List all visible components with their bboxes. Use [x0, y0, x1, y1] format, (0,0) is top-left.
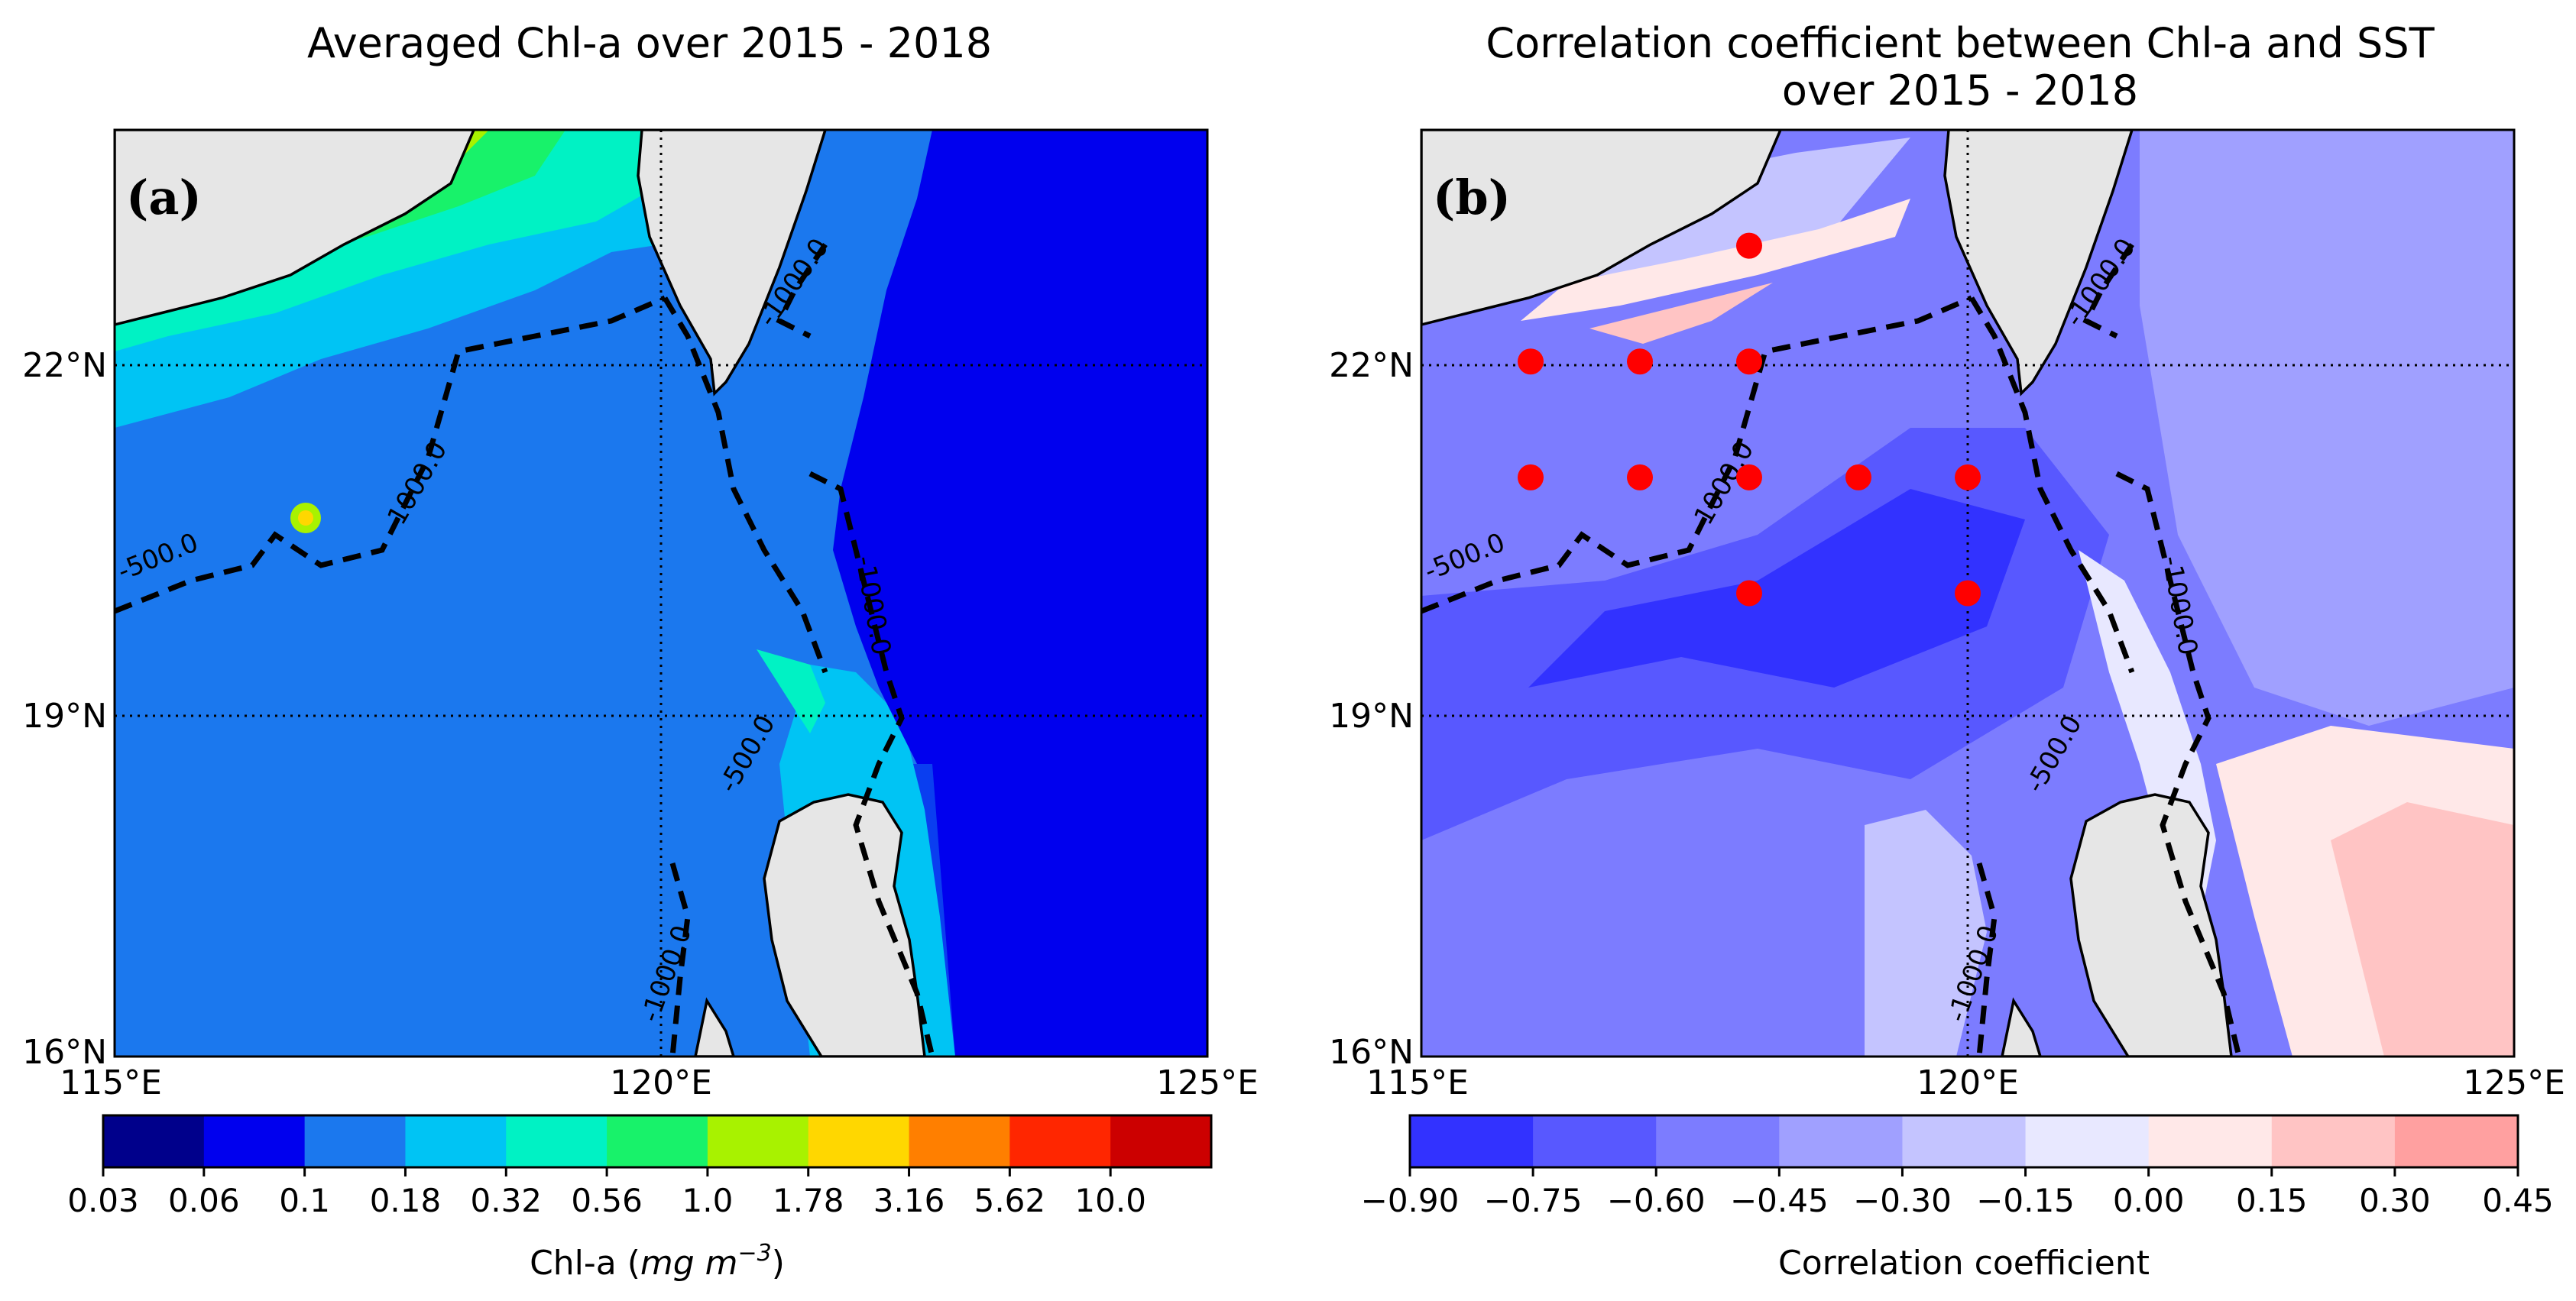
colorbar-segment	[1656, 1115, 1780, 1167]
colorbar-a-frame	[102, 1114, 1213, 1169]
station-markers	[1518, 232, 1981, 607]
colorbar-tick-label: 0.30	[2359, 1182, 2431, 1219]
colorbar-tick-label: 0.45	[2482, 1182, 2554, 1219]
station-marker	[1955, 464, 1981, 490]
colorbar-tick-label: −0.90	[1361, 1182, 1460, 1219]
station-marker	[1518, 348, 1544, 375]
colorbar-segment	[304, 1115, 406, 1167]
station-marker	[1518, 464, 1544, 490]
colorbar-tick-label: 0.00	[2113, 1182, 2185, 1219]
colorbar-segment	[1410, 1115, 1534, 1167]
station-marker	[1627, 464, 1653, 490]
colorbar-segment	[2148, 1115, 2273, 1167]
colorbar-b-frame	[1408, 1114, 2519, 1169]
y-tick: 22°N	[22, 346, 107, 385]
station-marker	[1736, 348, 1762, 375]
colorbar-segment	[2271, 1115, 2396, 1167]
colorbar-segment	[607, 1115, 708, 1167]
colorbar-tick-label: 0.15	[2236, 1182, 2308, 1219]
colorbar-tick-label: 1.78	[773, 1182, 844, 1219]
panel-b-title-line1: Correlation coefficient between Chl-a an…	[1486, 19, 2435, 67]
colorbar-tick-label: 0.03	[67, 1182, 139, 1219]
colorbar-tick-label: 0.32	[471, 1182, 543, 1219]
station-marker	[1736, 580, 1762, 607]
colorbar-segment	[1110, 1115, 1212, 1167]
colorbar-segment	[1779, 1115, 1903, 1167]
y-tick: 16°N	[22, 1033, 107, 1072]
colorbar-segment	[1533, 1115, 1657, 1167]
y-tick: 22°N	[1329, 346, 1414, 385]
colorbar-b-title: Correlation coefficient	[1778, 1244, 2150, 1283]
colorbar-a-title: Chl-a (mg m−3)	[530, 1240, 785, 1283]
x-tick: 125°E	[2463, 1063, 2565, 1102]
x-tick: 120°E	[610, 1063, 712, 1102]
colorbar-segment	[506, 1115, 608, 1167]
colorbar-segment	[707, 1115, 809, 1167]
colorbar-segment	[1009, 1115, 1111, 1167]
colorbar-segment	[203, 1115, 306, 1167]
y-tick: 19°N	[22, 697, 107, 736]
colorbar-tick-label: 1.0	[682, 1182, 734, 1219]
colorbar-a	[103, 1115, 1212, 1167]
panel-b-frame	[1420, 128, 2516, 1058]
colorbar-segment	[808, 1115, 910, 1167]
colorbar-tick-label: −0.15	[1976, 1182, 2075, 1219]
colorbar-tick-label: 0.56	[571, 1182, 643, 1219]
panel-b: Correlation coefficient between Chl-a an…	[1329, 19, 2565, 1283]
colorbar-tick-label: 5.62	[974, 1182, 1046, 1219]
panel-a-title: Averaged Chl-a over 2015 - 2018	[307, 19, 992, 67]
x-tick: 120°E	[1917, 1063, 2019, 1102]
panel-b-map: -500.0 -1000.0 -1000.0 -500.0 -1000.0 -1…	[1421, 130, 2514, 1057]
panel-b-label: (b)	[1433, 170, 1511, 225]
colorbar-segment	[2025, 1115, 2150, 1167]
x-tick: 115°E	[60, 1063, 162, 1102]
colorbar-segment	[2394, 1115, 2519, 1167]
colorbar-tick-label: 0.18	[370, 1182, 442, 1219]
colorbar-tick-label: −0.60	[1607, 1182, 1706, 1219]
colorbar-segment	[1902, 1115, 2027, 1167]
station-marker	[1736, 232, 1762, 259]
colorbar-tick-label: 10.0	[1074, 1182, 1146, 1219]
station-marker	[1627, 348, 1653, 375]
panel-a-map: -500.0 -1000.0 -1000.0 -500.0 -1000.0 -1…	[115, 130, 1207, 1057]
y-tick: 16°N	[1329, 1033, 1414, 1072]
colorbar-segment	[405, 1115, 507, 1167]
colorbar-tick-label: −0.75	[1484, 1182, 1583, 1219]
colorbar-a-ticks: 0.03 0.06 0.1 0.18 0.32 0.56 1.0 1.78 3.16 5.62 10…	[67, 1167, 1146, 1219]
x-tick: 125°E	[1156, 1063, 1259, 1102]
colorbar-tick-label: 0.06	[168, 1182, 240, 1219]
colorbar-tick-label: −0.45	[1730, 1182, 1829, 1219]
panel-a-label: (a)	[126, 170, 202, 225]
colorbar-segment	[103, 1115, 205, 1167]
colorbar-tick-label: 3.16	[873, 1182, 945, 1219]
colorbar-tick-label: 0.1	[279, 1182, 330, 1219]
bathymetry-contour	[115, 295, 666, 614]
station-marker	[1845, 464, 1871, 490]
colorbar-b	[1410, 1115, 2519, 1167]
y-tick: 19°N	[1329, 697, 1414, 736]
colorbar-b-ticks: −0.90 −0.75 −0.60 −0.45 −0.30 −0.15 0.00 0.15 0.…	[1361, 1167, 2554, 1219]
panel-b-title-line2: over 2015 - 2018	[1782, 66, 2138, 115]
panel-a: Averaged Chl-a over 2015 - 2018	[22, 19, 1259, 1283]
bathymetry-contour	[1421, 295, 1973, 614]
station-marker	[1736, 464, 1762, 490]
panel-a-frame	[113, 128, 1209, 1058]
station-marker	[1955, 580, 1981, 607]
colorbar-tick-label: −0.30	[1853, 1182, 1952, 1219]
x-tick: 115°E	[1366, 1063, 1469, 1102]
colorbar-segment	[909, 1115, 1010, 1167]
